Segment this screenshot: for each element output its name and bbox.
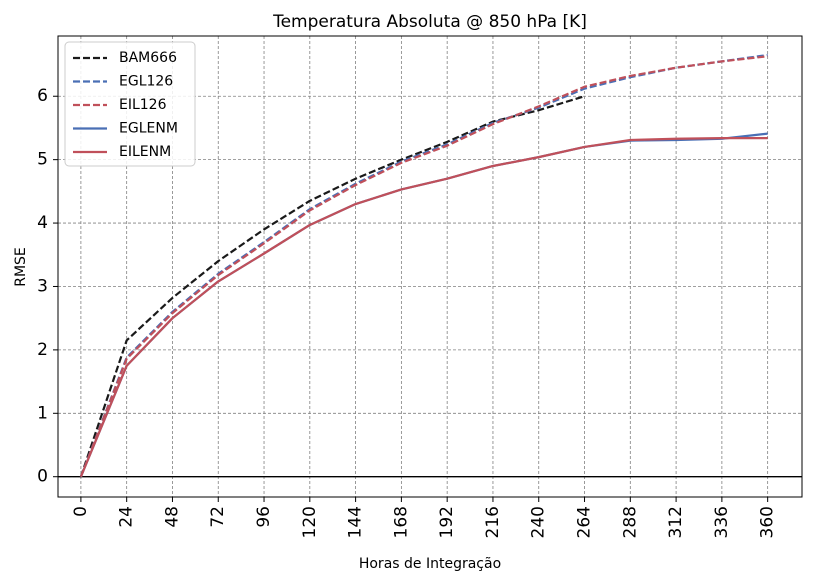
legend-label-eil126: EIL126 — [119, 97, 167, 113]
x-tick-label: 96 — [254, 506, 274, 528]
x-tick-label: 48 — [162, 506, 182, 528]
x-tick-label: 216 — [483, 506, 503, 538]
legend-label-eglenm: EGLENM — [119, 121, 178, 137]
x-axis-label: Horas de Integração — [359, 556, 501, 572]
plot-frame — [57, 35, 803, 498]
y-tick-label: 2 — [37, 340, 48, 360]
y-axis-label: RMSE — [13, 247, 29, 287]
legend-label-eilenm: EILENM — [119, 144, 171, 160]
y-axis-ticks: 0 1 2 3 4 5 6 — [37, 86, 58, 487]
y-tick-label: 3 — [37, 276, 48, 296]
series-line-eilenm — [79, 136, 768, 478]
x-tick-label: 336 — [712, 506, 732, 538]
series-lines — [79, 53, 768, 478]
x-tick-label: 144 — [346, 506, 366, 538]
legend-label-egl126: EGL126 — [119, 74, 173, 90]
x-tick-label: 72 — [208, 506, 228, 528]
x-tick-label: 240 — [529, 506, 549, 538]
x-tick-label: 0 — [71, 506, 91, 517]
y-tick-label: 6 — [37, 86, 48, 106]
x-tick-label: 24 — [117, 506, 137, 528]
x-axis-ticks: 0 24 48 72 96 120 144 168 192 216 240 264 288 312 336 3… — [71, 497, 778, 538]
y-tick-label: 1 — [37, 403, 48, 423]
x-tick-label: 264 — [575, 506, 595, 538]
x-tick-label: 168 — [391, 506, 411, 538]
x-tick-label: 312 — [666, 506, 686, 538]
legend: BAM666 EGL126 EIL126 EGLENM EILENM — [64, 41, 196, 167]
chart-title: Temperatura Absoluta @ 850 hPa [K] — [272, 12, 587, 32]
x-tick-label: 288 — [620, 506, 640, 538]
x-tick-label: 192 — [437, 506, 457, 538]
y-tick-label: 5 — [37, 150, 48, 170]
y-tick-label: 0 — [37, 467, 48, 487]
x-tick-label: 360 — [758, 506, 778, 538]
legend-label-bam666: BAM666 — [119, 50, 177, 66]
series-line-eil126 — [79, 55, 768, 478]
y-tick-label: 4 — [37, 213, 48, 233]
x-tick-label: 120 — [300, 506, 320, 538]
legend-box — [64, 41, 196, 167]
